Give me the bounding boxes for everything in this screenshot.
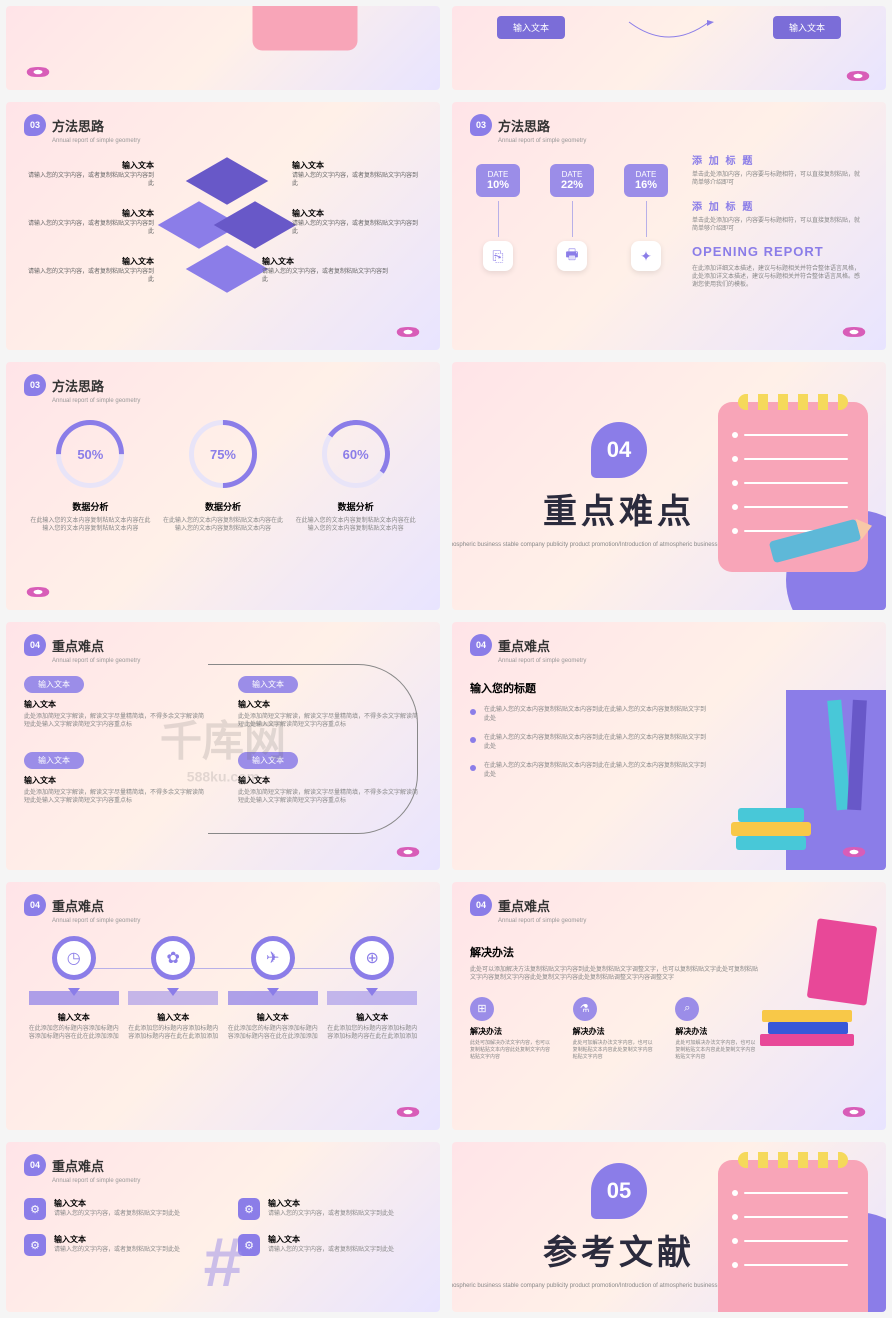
notepad-icon [718, 1160, 868, 1312]
cubes-diagram: 输入文本请输入您的文字内容，或者复制粘贴文字内容到此 输入文本请输入您的文字内容… [24, 152, 422, 332]
plane-icon: ✈ [251, 936, 295, 980]
cube [214, 201, 296, 249]
slide-rings: 03方法思路 Annual report of simple geometry … [6, 362, 440, 610]
timeline-text: 添 加 标 题单击此处添加内容，内容要与标题相符，可以直接复制粘贴，就简单够介绍… [692, 152, 862, 300]
donut-icon [394, 327, 422, 337]
circles-row: ◷输入文本在此添加您的标题内容添加标题内容添加标题内容在此在此添加添加 ✿输入文… [24, 936, 422, 1042]
gear-icon: ⚙ [24, 1198, 46, 1220]
notepad-icon [718, 402, 868, 572]
cube [186, 245, 268, 293]
donut-icon [840, 1107, 868, 1117]
curve-shape [208, 664, 418, 834]
slide-title: 方法思路 [52, 116, 104, 135]
print-icon: 🖶 [557, 241, 587, 271]
clock-icon: ◷ [52, 936, 96, 980]
slide-gears: 04重点难点 Annual report of simple geometry … [6, 1142, 440, 1312]
section-badge-large: 04 [591, 422, 647, 478]
pencil-icon [769, 519, 862, 564]
slide-cover-04: 04 重点难点 Introduction of atmospheric busi… [452, 362, 886, 610]
donut-icon [24, 587, 52, 597]
solve-content: 解决办法此处可以添加解决方法复制粘贴文字内容到此处复制粘贴文字调整文字，也可以复… [470, 944, 760, 1061]
donut-icon [840, 327, 868, 337]
gear-icon: ⚙ [238, 1198, 260, 1220]
slide-subtitle: Annual report of simple geometry [52, 138, 422, 144]
cube [186, 157, 268, 205]
donut-icon [844, 71, 872, 81]
input-button[interactable]: 输入文本 [773, 16, 841, 39]
ring-charts: 50%数据分析在此输入您的文本内容复制粘贴文本内容在此输入您的文本内容复制粘贴文… [24, 420, 422, 534]
gear-icon: ✿ [151, 936, 195, 980]
section-badge: 03 [470, 114, 492, 136]
ring-chart: 60% [322, 420, 390, 488]
hash-icon: # [204, 1222, 243, 1302]
donut-icon [394, 1107, 422, 1117]
donut-icon [394, 847, 422, 857]
search-icon: ⌕ [675, 997, 699, 1021]
slide-cubes: 03方法思路 Annual report of simple geometry … [6, 102, 440, 350]
star-icon: ✦ [631, 241, 661, 271]
notepad-icon [253, 6, 358, 51]
globe-icon: ⊕ [350, 936, 394, 980]
slide-pills: 04重点难点 Annual report of simple geometry … [6, 622, 440, 870]
ring-chart: 75% [189, 420, 257, 488]
slide-cover-05: 05 参考文献 Introduction of atmospheric busi… [452, 1142, 886, 1312]
section-badge: 03 [24, 114, 46, 136]
ring-chart: 50% [56, 420, 124, 488]
books-illustration [706, 690, 886, 870]
section-badge-large: 05 [591, 1163, 647, 1219]
bullets-list: 输入您的标题 在此输入您的文本内容复制粘贴文本内容到此在此输入您的文本内容复制粘… [470, 680, 710, 780]
slide-timeline: 03方法思路 Annual report of simple geometry … [452, 102, 886, 350]
copy-icon: ⎘ [483, 241, 513, 271]
flask-icon: ⚗ [573, 997, 597, 1021]
donut-icon [24, 67, 52, 77]
slide-partial-2: 输入文本 输入文本 [452, 6, 886, 90]
gear-icon: ⚙ [24, 1234, 46, 1256]
network-icon: ⊞ [470, 997, 494, 1021]
slide-circles-row: 04重点难点 Annual report of simple geometry … [6, 882, 440, 1130]
input-button[interactable]: 输入文本 [497, 16, 565, 39]
slide-solve: 04重点难点 Annual report of simple geometry … [452, 882, 886, 1130]
slide-bullets: 04重点难点 Annual report of simple geometry … [452, 622, 886, 870]
slide-partial-1 [6, 6, 440, 90]
donut-icon [840, 847, 868, 857]
